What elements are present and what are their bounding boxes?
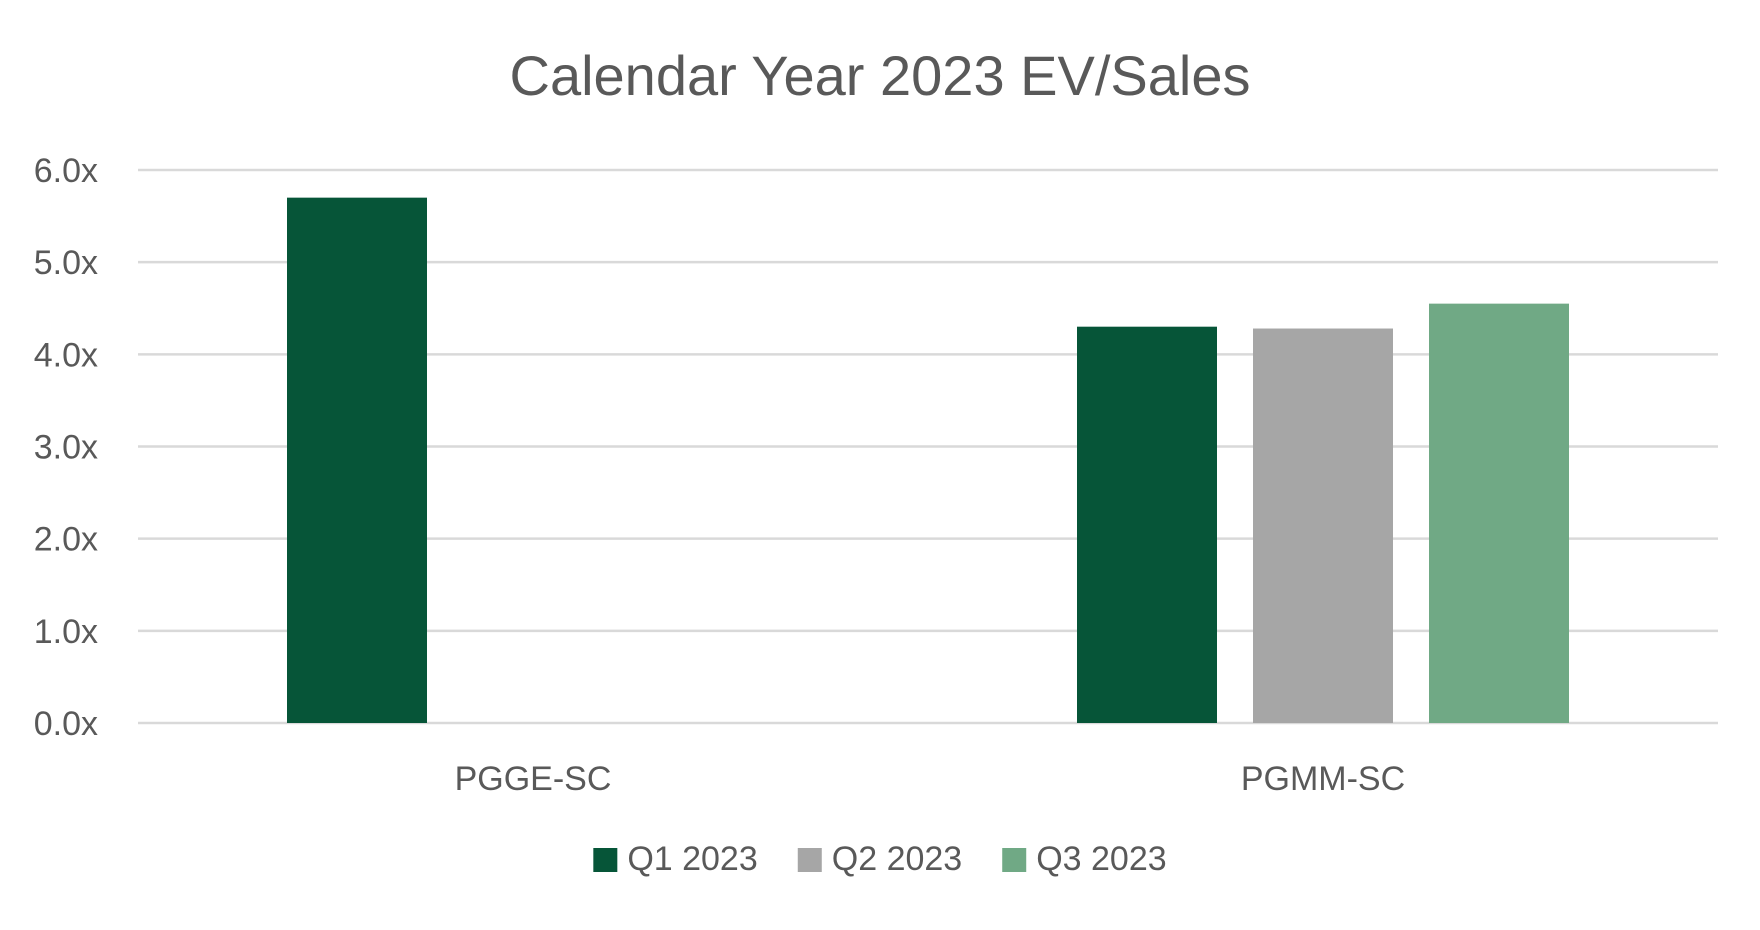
bar-pgmm-sc-series-1 [1077,326,1217,723]
legend-swatch [797,848,822,872]
bar-pgge-sc-series-1 [287,197,427,723]
x-category-label: PGGE-SC [455,760,612,798]
y-tick-label: 6.0x [34,152,98,190]
legend: Q1 2023 Q2 2023 Q3 2023 [593,840,1167,878]
chart-title: Calendar Year 2023 EV/Sales [510,44,1251,107]
x-axis-category-labels: PGGE-SC PGMM-SC [455,760,1406,798]
x-category-label: PGMM-SC [1241,760,1405,798]
legend-label: Q2 2023 [832,840,962,878]
legend-label: Q1 2023 [627,840,757,878]
legend-label: Q3 2023 [1036,840,1166,878]
legend-swatch [1002,848,1027,872]
bar-pgmm-sc-series-2 [1253,328,1393,723]
y-tick-label: 1.0x [34,613,98,651]
bar-pgmm-sc-series-3 [1429,303,1569,723]
legend-swatch [593,848,618,872]
y-tick-label: 0.0x [34,705,98,743]
bars [287,197,1569,723]
y-axis-tick-labels: 0.0x 1.0x 2.0x 3.0x 4.0x 5.0x 6.0x [34,152,98,743]
y-tick-label: 3.0x [34,429,98,467]
y-tick-label: 2.0x [34,521,98,559]
y-tick-label: 5.0x [34,244,98,282]
y-tick-label: 4.0x [34,336,98,374]
